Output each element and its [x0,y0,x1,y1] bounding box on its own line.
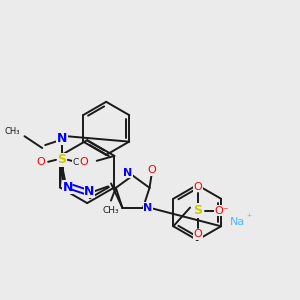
Text: N: N [123,168,132,178]
Text: O: O [147,165,156,175]
Text: N: N [143,202,153,213]
Text: CH₃: CH₃ [72,158,89,167]
Text: O⁻: O⁻ [214,206,229,215]
Text: O: O [79,157,88,167]
Text: CH₃: CH₃ [103,206,119,215]
Text: S: S [57,153,66,166]
Text: Na: Na [230,217,245,227]
Text: N: N [57,132,67,145]
Text: O: O [194,182,202,192]
Text: ⁺: ⁺ [246,213,252,224]
Text: CH₃: CH₃ [4,127,20,136]
Text: O: O [36,157,45,167]
Text: O: O [194,229,202,239]
Text: N: N [63,181,73,194]
Text: S: S [194,204,202,217]
Text: N: N [84,185,94,198]
